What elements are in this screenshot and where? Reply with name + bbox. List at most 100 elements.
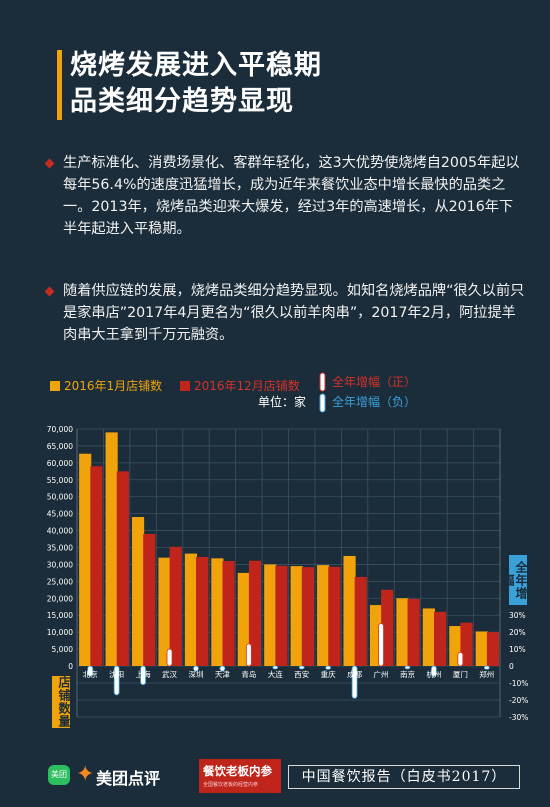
paragraph-2: 随着供应链的发展，烧烤品类细分趋势显现。如知名烧烤品牌“很久以前只是家串店”20… bbox=[63, 283, 525, 343]
chart-bars bbox=[79, 432, 500, 666]
bar-jan-1 bbox=[105, 432, 118, 666]
y-tick-label: 20,000 bbox=[47, 594, 73, 603]
dianping-logo-icon: ✦ bbox=[76, 762, 95, 787]
bar-jan-7 bbox=[264, 564, 277, 666]
bar-jan-15 bbox=[475, 631, 488, 666]
y-tick-label: 55,000 bbox=[47, 476, 73, 485]
right-axis: 30% 20% 10% 0 -10% -20% -30% bbox=[509, 611, 528, 722]
y-tick-label: 35,000 bbox=[47, 544, 73, 553]
title-line-2: 品类细分趋势显现 bbox=[70, 86, 294, 117]
y2-tick-label: 0 bbox=[509, 662, 514, 671]
y-tick-label: 25,000 bbox=[47, 577, 73, 586]
bar-jan-12 bbox=[396, 598, 409, 666]
growth-capsule-3 bbox=[166, 648, 173, 667]
bar-jan-4 bbox=[184, 553, 198, 666]
bar-dec-13 bbox=[433, 611, 447, 666]
paragraph-1: 生产标准化、消费场景化、客群年轻化，这3大优势使烧烤自2005年起以每年56.4… bbox=[63, 155, 520, 237]
x-tick-label: 大连 bbox=[268, 669, 283, 679]
x-tick-label: 青岛 bbox=[241, 669, 256, 679]
x-tick-label: 上海 bbox=[136, 669, 151, 679]
brand-canyin-sub: 全国餐饮老板的经营内参 bbox=[203, 782, 259, 788]
bar-dec-4 bbox=[196, 556, 209, 666]
y2-tick-label: -20% bbox=[509, 696, 528, 705]
growth-capsule-13 bbox=[431, 665, 437, 677]
growth-capsule-11 bbox=[378, 623, 384, 667]
page-title: 烧烤发展进入平稳期 品类细分趋势显现 bbox=[70, 48, 322, 120]
legend-pos: 全年增幅（正） bbox=[332, 373, 416, 390]
x-tick-label: 厦门 bbox=[453, 670, 468, 679]
bar-dec-2 bbox=[143, 533, 156, 666]
x-tick-label: 广州 bbox=[374, 669, 389, 679]
growth-capsule-4 bbox=[193, 665, 199, 672]
brand-meituan-dianping: 美团点评 bbox=[96, 769, 161, 788]
bar-dec-10 bbox=[354, 576, 367, 666]
bar-dec-8 bbox=[301, 567, 314, 666]
growth-capsule-15 bbox=[483, 665, 490, 670]
growth-capsule-8 bbox=[298, 665, 305, 670]
legend-neg-label: 全年增幅（负） bbox=[332, 395, 417, 409]
bar-dec-7 bbox=[275, 565, 288, 666]
bar-jan-10 bbox=[343, 555, 356, 666]
bar-jan-2 bbox=[131, 517, 145, 666]
growth-capsule-9 bbox=[325, 665, 332, 670]
y-tick-label: 5,000 bbox=[52, 645, 74, 654]
y-tick-label: 70,000 bbox=[47, 425, 73, 434]
x-axis-labels: 北京 沈阳 上海 武汉 深圳 天津 青岛 大连 西安 重庆 成都 广州 南京 杭州 厦门 郑州 bbox=[83, 669, 495, 679]
x-tick-label: 南京 bbox=[400, 669, 415, 679]
x-tick-label: 西安 bbox=[294, 669, 309, 679]
bar-dec-1 bbox=[116, 471, 129, 666]
y2-tick-label: 30% bbox=[509, 611, 526, 620]
y-axis-ticks: 0 5,000 10,000 15,000 20,000 25,000 30,000 35,0… bbox=[47, 425, 73, 671]
growth-capsule-7 bbox=[272, 665, 279, 670]
title-line-1: 烧烤发展进入平稳期 bbox=[70, 50, 322, 81]
bar-dec-11 bbox=[381, 589, 394, 666]
y-tick-label: 10,000 bbox=[47, 628, 73, 637]
bar-jan-9 bbox=[317, 565, 330, 666]
brand-canyin-logo: 餐饮老板内参 全国餐饮老板的经营内参 bbox=[199, 759, 281, 793]
x-tick-label: 杭州 bbox=[426, 669, 441, 679]
y2-tick-label: 10% bbox=[509, 645, 526, 654]
bar-jan-6 bbox=[237, 572, 250, 666]
legend-dec-swatch bbox=[180, 381, 190, 391]
y2-tick-label: -10% bbox=[509, 679, 528, 688]
bar-dec-5 bbox=[222, 561, 235, 666]
x-tick-label: 重庆 bbox=[321, 669, 336, 679]
y-tick-label: 50,000 bbox=[47, 493, 73, 502]
chart-grid bbox=[76, 428, 501, 718]
x-tick-label: 武汉 bbox=[162, 669, 177, 679]
x-tick-label: 郑州 bbox=[479, 669, 494, 679]
bar-dec-3 bbox=[169, 546, 182, 666]
bar-dec-0 bbox=[90, 466, 103, 666]
chart: 0 5,000 10,000 15,000 20,000 25,000 30,000 35,0… bbox=[47, 425, 529, 722]
unit-label: 单位：家 bbox=[258, 395, 307, 409]
growth-capsule-14 bbox=[457, 652, 464, 667]
growth-capsule-5 bbox=[219, 665, 226, 672]
legend-dec: 2016年12月店铺数 bbox=[180, 377, 300, 394]
x-tick-label: 沈阳 bbox=[109, 669, 124, 679]
y2-tick-label: 20% bbox=[509, 628, 526, 637]
y-tick-label: 40,000 bbox=[47, 527, 73, 536]
y-tick-label: 15,000 bbox=[47, 611, 73, 620]
legend-jan: 2016年1月店铺数 bbox=[50, 377, 162, 394]
bar-dec-14 bbox=[460, 622, 473, 666]
legend-jan-label: 2016年1月店铺数 bbox=[64, 379, 163, 393]
y-tick-label: 65,000 bbox=[47, 442, 73, 451]
legend-neg: 全年增幅（负） bbox=[332, 393, 416, 410]
bar-dec-15 bbox=[486, 632, 500, 666]
bar-jan-3 bbox=[158, 557, 171, 666]
growth-capsules bbox=[87, 623, 490, 699]
growth-capsule-1 bbox=[113, 665, 120, 696]
y2-tick-label: -30% bbox=[509, 713, 528, 722]
meituan-logo-icon: 美团 bbox=[48, 765, 70, 785]
bar-dec-9 bbox=[328, 566, 341, 666]
y-tick-label: 0 bbox=[68, 662, 73, 671]
growth-capsule-12 bbox=[404, 665, 411, 670]
y-tick-label: 60,000 bbox=[47, 459, 73, 468]
legend-neg-capsule-icon bbox=[319, 393, 326, 413]
legend-unit: 单位：家 bbox=[258, 393, 306, 410]
bar-jan-13 bbox=[422, 608, 435, 666]
legend-pos-label: 全年增幅（正） bbox=[332, 375, 417, 389]
legend-capsule-icons bbox=[319, 372, 326, 413]
legend-dec-label: 2016年12月店铺数 bbox=[194, 379, 300, 393]
legend-pos-capsule-icon bbox=[319, 372, 326, 392]
